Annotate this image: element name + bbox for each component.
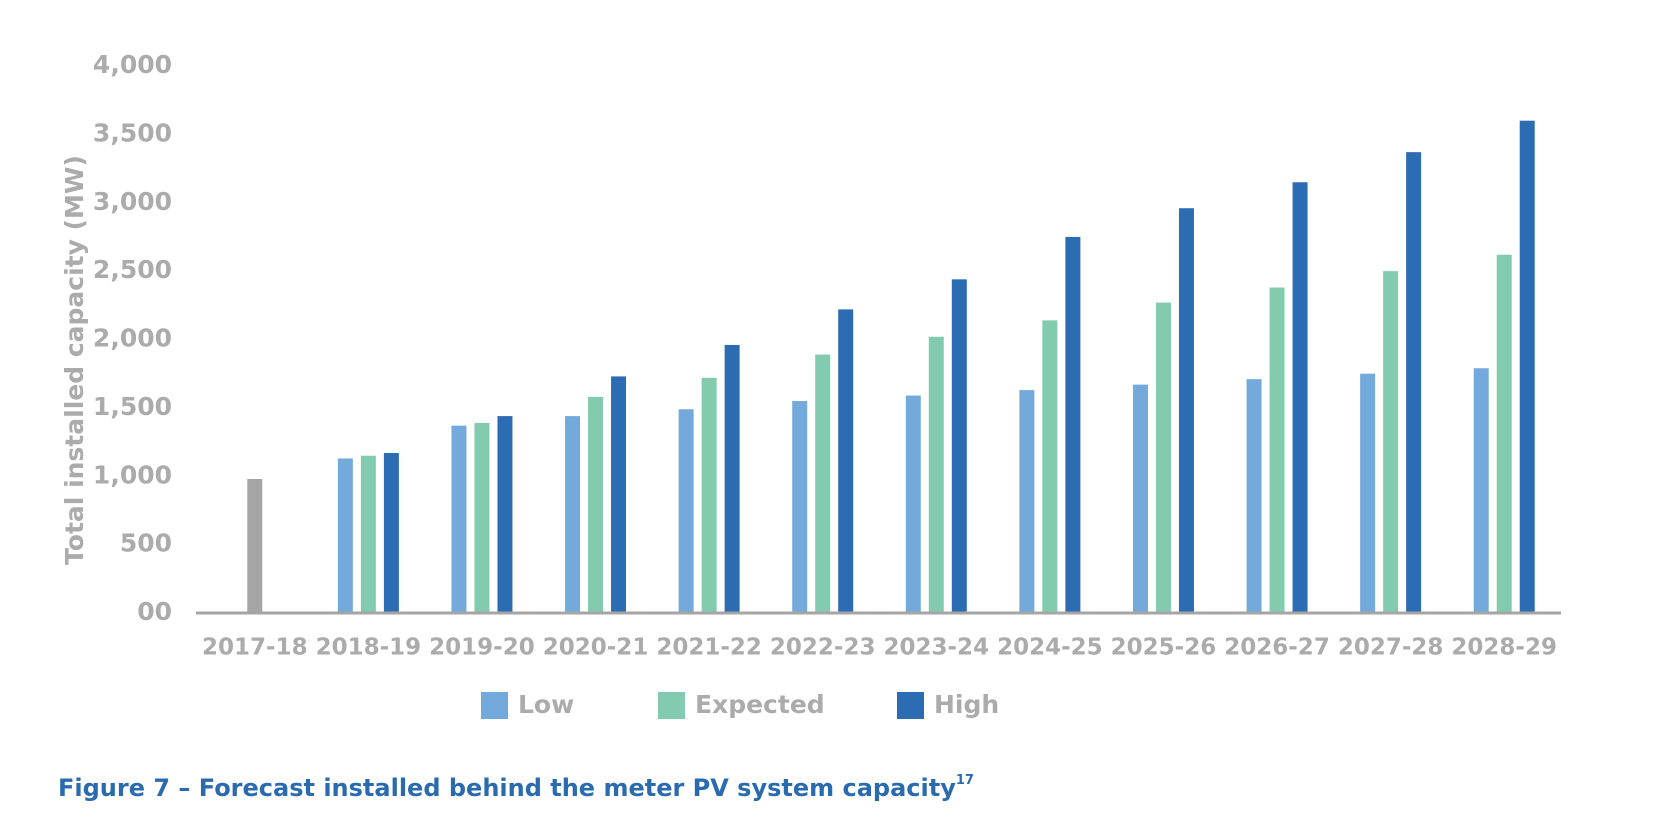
caption: Figure 7 – Forecast installed behind the… xyxy=(58,773,974,803)
y-tick-label: 1,000 xyxy=(93,460,172,489)
y-tick-label: 500 xyxy=(120,529,172,558)
legend-label: Expected xyxy=(695,690,825,719)
x-tick-label: 2017-18 xyxy=(202,635,308,661)
legend-swatch xyxy=(897,692,924,719)
bar xyxy=(337,458,353,613)
bar xyxy=(1019,390,1035,613)
x-tick-label: 2027-28 xyxy=(1338,635,1444,661)
bar xyxy=(1178,208,1194,613)
y-tick-label: 3,000 xyxy=(93,187,172,216)
bar xyxy=(928,336,944,613)
legend-swatch xyxy=(658,692,685,719)
bar xyxy=(588,396,604,613)
legend-swatch xyxy=(481,692,508,719)
y-tick-label: 2,000 xyxy=(93,324,172,353)
legend-label: High xyxy=(934,690,999,719)
bar xyxy=(1246,379,1262,613)
bar xyxy=(383,453,399,613)
bar xyxy=(701,377,717,613)
bar xyxy=(1406,152,1422,613)
bar xyxy=(792,401,808,613)
x-tick-label: 2024-25 xyxy=(997,635,1103,661)
bar xyxy=(497,416,513,613)
bar xyxy=(360,455,376,613)
x-tick-label: 2022-23 xyxy=(770,635,876,661)
x-tick-label: 2020-21 xyxy=(543,635,649,661)
footnote-ref: 17 xyxy=(956,773,974,788)
x-tick-label: 2023-24 xyxy=(884,635,990,661)
bar xyxy=(1042,320,1058,613)
x-tick-label: 2018-19 xyxy=(316,635,422,661)
bar xyxy=(678,409,694,613)
bar xyxy=(724,344,740,613)
bar xyxy=(247,478,263,613)
bar xyxy=(474,422,490,613)
bar xyxy=(905,395,921,613)
bar xyxy=(1132,384,1148,613)
x-tick-label: 2026-27 xyxy=(1224,635,1330,661)
caption-text: Figure 7 – Forecast installed behind the… xyxy=(58,774,956,802)
bar xyxy=(1269,287,1285,613)
bar xyxy=(838,309,854,613)
bar xyxy=(1383,271,1399,613)
y-axis-title: Total installed capacity (MW) xyxy=(60,155,89,565)
legend-label: Low xyxy=(518,690,574,719)
bar xyxy=(565,416,581,613)
bar xyxy=(1519,120,1535,613)
y-tick-label: 1,500 xyxy=(93,392,172,421)
x-tick-label: 2025-26 xyxy=(1111,635,1217,661)
x-tick-label: 2019-20 xyxy=(429,635,535,661)
y-tick-label: 4,000 xyxy=(93,50,172,79)
bar xyxy=(951,279,967,613)
bar xyxy=(611,376,627,613)
y-tick-label: 2,500 xyxy=(93,255,172,284)
bar xyxy=(1155,302,1171,613)
y-tick-label: 3,500 xyxy=(93,118,172,147)
bar xyxy=(1360,373,1376,613)
x-tick-label: 2028-29 xyxy=(1451,635,1557,661)
bar xyxy=(451,425,467,613)
bar xyxy=(1065,236,1081,613)
bar xyxy=(1496,254,1512,613)
bar xyxy=(815,354,831,613)
x-tick-label: 2021-22 xyxy=(656,635,762,661)
y-tick-label: 00 xyxy=(137,597,172,626)
bar xyxy=(1292,182,1308,614)
bar xyxy=(1473,368,1489,613)
